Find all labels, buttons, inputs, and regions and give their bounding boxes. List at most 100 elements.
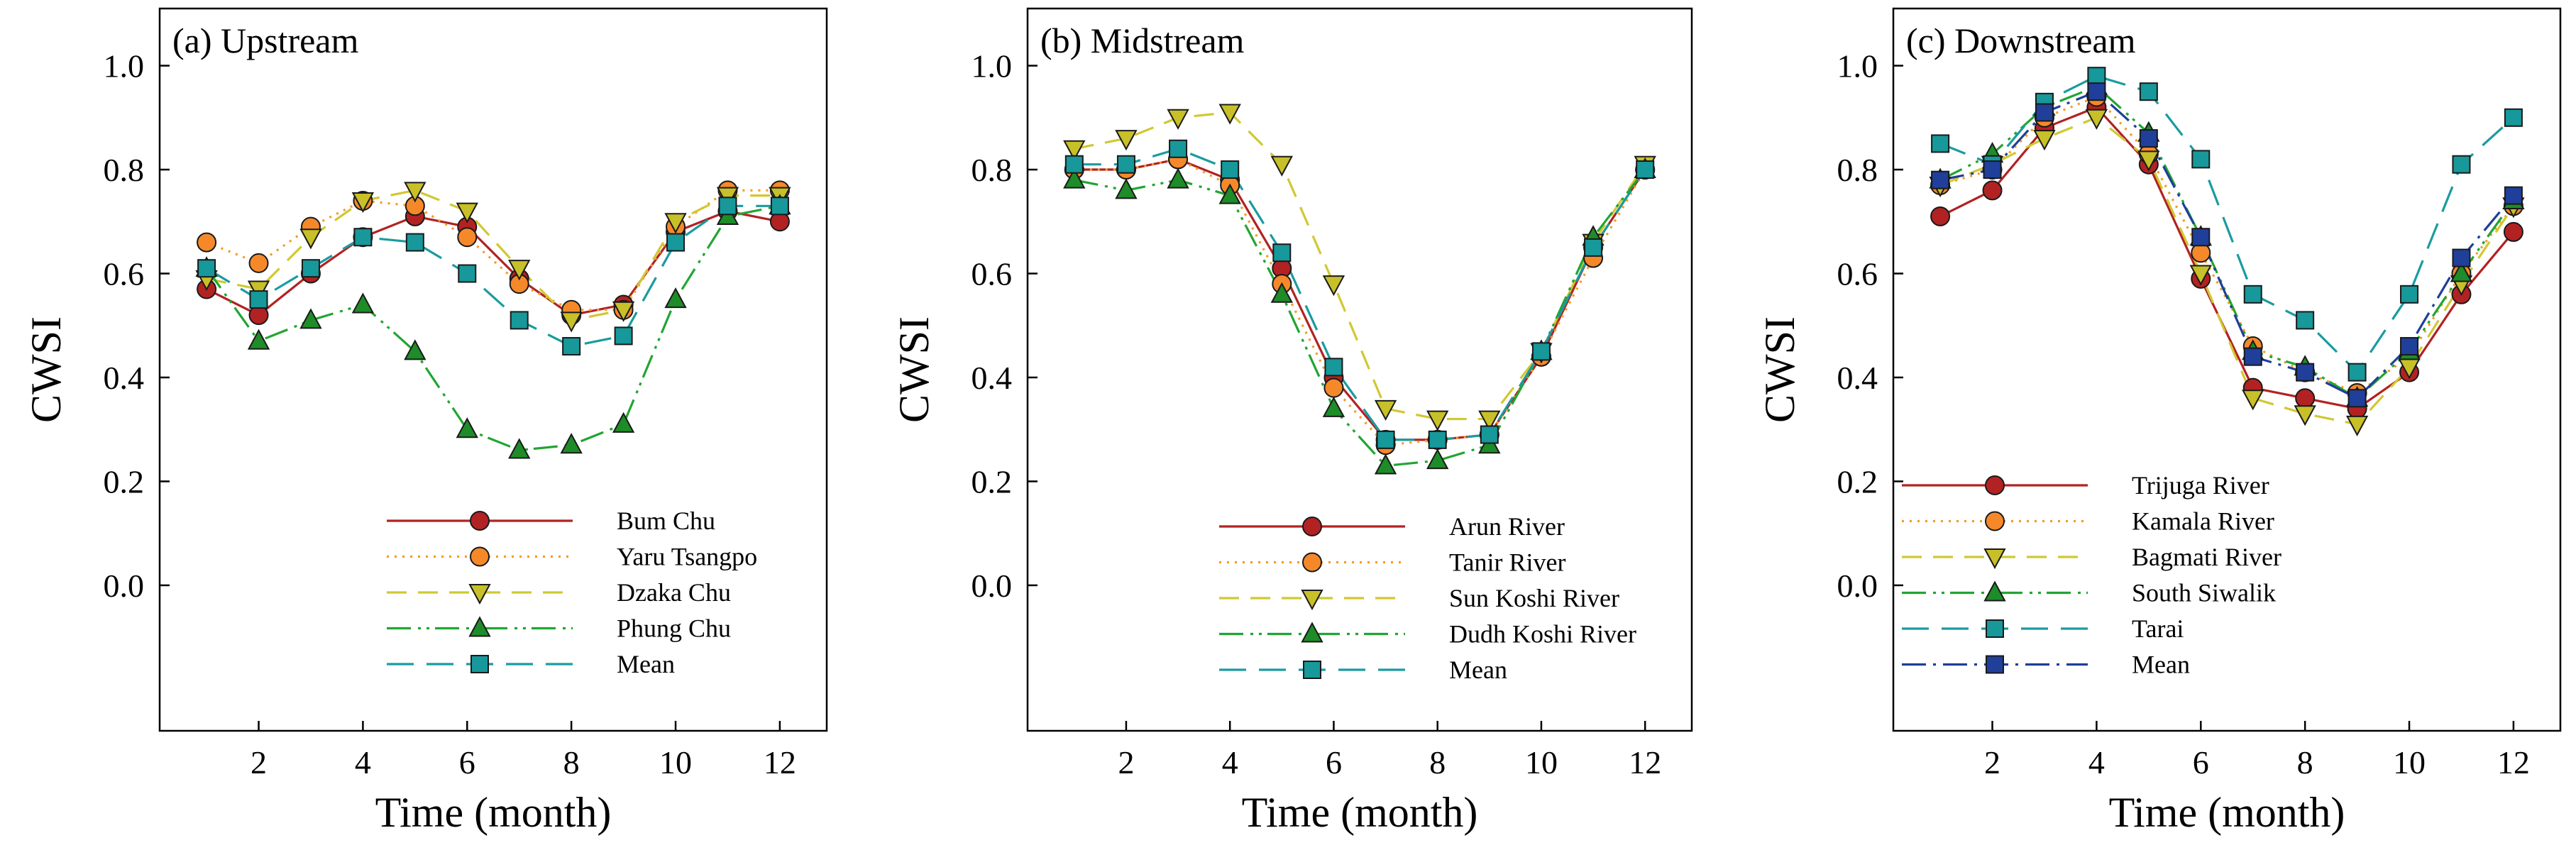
y-tick-label: 0.2 <box>971 463 1013 499</box>
data-point <box>1426 410 1449 431</box>
data-point <box>612 412 635 433</box>
data-point <box>1270 282 1293 303</box>
data-point <box>351 192 375 214</box>
data-point <box>1169 139 1188 158</box>
data-point <box>1584 238 1603 257</box>
series-line-1 <box>206 189 780 311</box>
y-tick-label: 1.0 <box>1837 48 1878 84</box>
panel-title: (a) Upstream <box>172 21 358 60</box>
data-point <box>562 337 581 356</box>
series-lines <box>1939 74 2515 426</box>
data-point <box>666 233 686 252</box>
data-point <box>2347 389 2367 408</box>
y-tick-label: 0.0 <box>1837 568 1878 604</box>
data-point <box>1374 399 1397 421</box>
data-point <box>247 329 270 350</box>
x-tick-label: 8 <box>2297 744 2313 780</box>
data-point <box>1478 410 1501 431</box>
data-point <box>197 259 216 278</box>
data-point <box>2347 363 2367 382</box>
data-point <box>2296 363 2315 382</box>
legend-label: Mean <box>1449 656 1507 684</box>
data-point <box>664 287 687 309</box>
data-point <box>508 438 531 459</box>
y-tick-label: 0.2 <box>104 463 145 499</box>
legend-label: Arun River <box>1449 512 1565 541</box>
legend-marker <box>1301 622 1323 643</box>
y-tick-label: 0.0 <box>104 568 145 604</box>
x-tick-label: 6 <box>2193 744 2209 780</box>
series-line-2 <box>206 189 780 322</box>
data-point <box>458 264 477 283</box>
data-point <box>2295 388 2316 409</box>
y-tick-label: 0.6 <box>1837 256 1878 292</box>
legend-label: South Siwalik <box>2132 579 2276 607</box>
x-axis-title: Time (month) <box>375 789 612 836</box>
data-point <box>2243 285 2262 304</box>
legend-label: Bagmati River <box>2132 543 2281 571</box>
data-point <box>2345 415 2369 437</box>
data-point <box>249 290 268 309</box>
data-point <box>2242 390 2264 411</box>
data-point <box>2400 337 2419 356</box>
data-point <box>1270 155 1293 177</box>
data-point <box>2139 82 2158 101</box>
legend-label: Tarai <box>2132 614 2184 643</box>
data-point <box>457 227 478 248</box>
y-axis-title: CWSI <box>1756 316 1803 423</box>
legend-marker <box>1985 511 2005 531</box>
plot-frame <box>1026 7 1693 732</box>
legend-label: Bum Chu <box>617 507 715 535</box>
series-line-5 <box>1939 90 2515 399</box>
series-line-2 <box>1939 116 2515 426</box>
data-point <box>560 311 583 333</box>
data-point <box>1931 134 1950 153</box>
data-point <box>2450 261 2473 282</box>
data-point <box>2189 265 2212 286</box>
data-point <box>353 228 373 247</box>
x-tick-label: 10 <box>2393 744 2426 780</box>
x-tick-label: 2 <box>251 744 267 780</box>
data-point <box>1221 160 1240 180</box>
plot-frame <box>1892 7 2562 732</box>
data-point <box>2296 311 2315 330</box>
series-line-1 <box>1074 158 1646 446</box>
legend-marker <box>1985 475 2005 495</box>
series-line-2 <box>1074 111 1646 421</box>
x-tick-label: 4 <box>1222 744 1238 780</box>
data-point <box>1115 130 1138 151</box>
data-point <box>2504 108 2523 127</box>
legend-marker <box>470 655 489 673</box>
data-point <box>1931 170 1950 189</box>
series-markers <box>1063 104 1656 475</box>
data-point <box>2085 109 2108 130</box>
y-axis-title: CWSI <box>23 316 70 423</box>
legend-marker <box>1986 655 2004 674</box>
legend-marker <box>1302 517 1322 536</box>
data-point <box>2294 405 2316 426</box>
data-point <box>2243 347 2262 366</box>
data-point <box>301 259 320 278</box>
series-lines <box>1074 111 1646 468</box>
y-tick-label: 0.6 <box>104 256 145 292</box>
data-point <box>2087 67 2106 86</box>
legend: Trijuga River Kamala River Bagmati River So… <box>1902 471 2281 679</box>
legend-marker <box>1302 552 1322 573</box>
y-tick-label: 0.4 <box>104 360 145 396</box>
legend-label: Trijuga River <box>2132 471 2269 499</box>
x-tick-label: 4 <box>355 744 371 780</box>
x-tick-label: 8 <box>1429 744 1446 780</box>
data-point <box>770 197 789 216</box>
chart-panel-1: 0.0 0.2 0.4 0.6 0.8 1.0 2 4 6 8 10 12 Time (month) CW… <box>23 7 828 836</box>
panel-title: (b) Midstream <box>1040 21 1245 60</box>
x-tick-label: 12 <box>1629 744 1661 780</box>
x-tick-label: 6 <box>459 744 475 780</box>
data-point <box>1116 155 1135 174</box>
data-point <box>2400 285 2419 304</box>
series-line-0 <box>1074 158 1646 441</box>
data-point <box>404 339 426 360</box>
data-point <box>1167 109 1189 130</box>
data-point <box>2191 150 2211 169</box>
plot-frame <box>158 7 828 732</box>
x-tick-label: 12 <box>2497 744 2530 780</box>
